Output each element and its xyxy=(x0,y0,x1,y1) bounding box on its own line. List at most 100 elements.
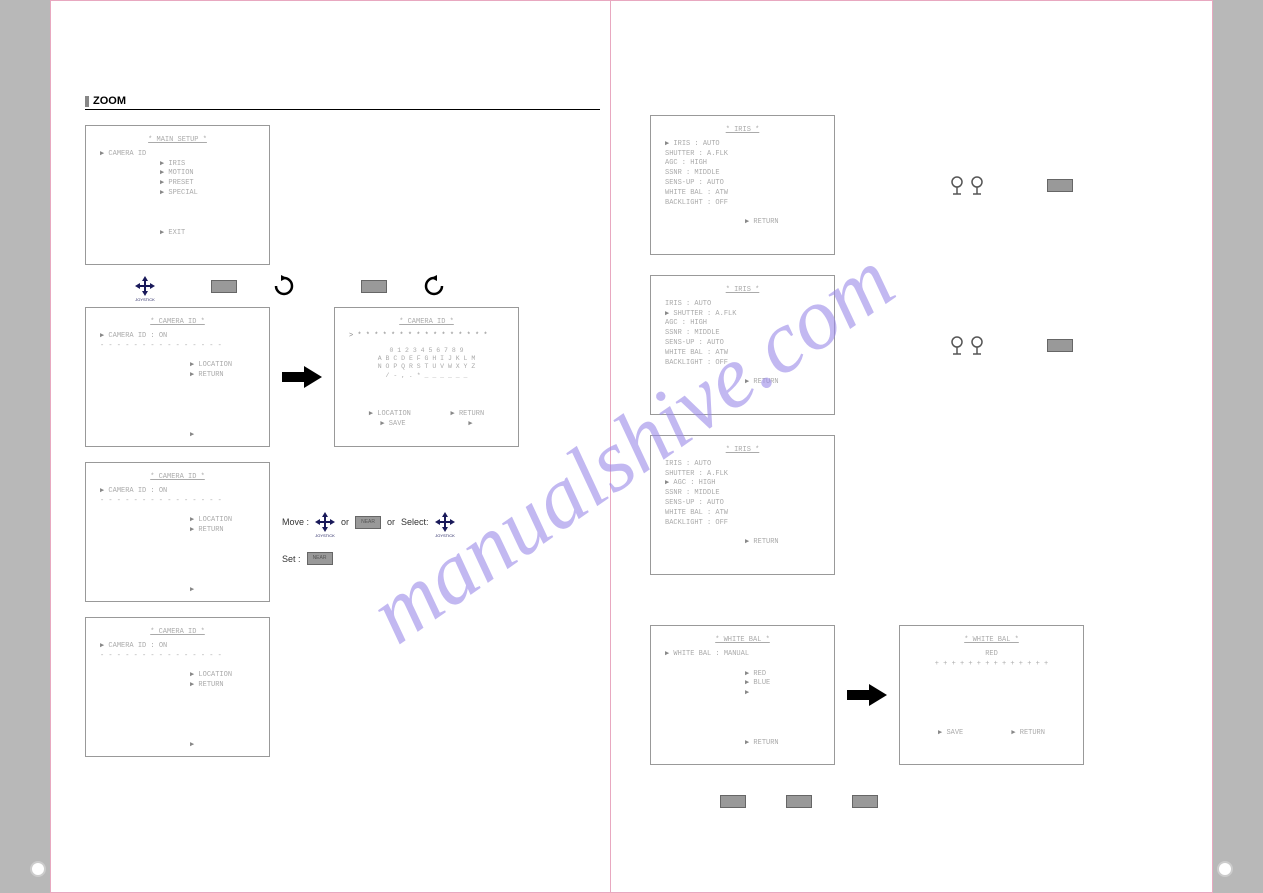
section-heading: ZOOM xyxy=(85,95,600,110)
menu-item: ▶ CAMERA ID : ON xyxy=(100,487,255,497)
joystick-icon: JOYSTICK xyxy=(435,512,455,532)
menu-item: ▶ BLUE xyxy=(665,679,820,689)
joystick-icon: JOYSTICK xyxy=(315,512,335,532)
left-page: ZOOM * MAIN SETUP * ▶ CAMERA ID ▶ IRIS ▶… xyxy=(50,0,610,893)
menu-item: WHITE BAL : ATW xyxy=(665,189,820,199)
menu-title: * CAMERA ID * xyxy=(100,628,255,638)
menu-item: - - - - - - - - - - - - - - - xyxy=(100,342,255,352)
menu-iris-1: * IRIS * ▶ IRIS : AUTO SHUTTER : A.FLK A… xyxy=(650,115,835,255)
menu-title: * CAMERA ID * xyxy=(100,318,255,328)
menu-item: SSNR : MIDDLE xyxy=(665,489,820,499)
gray-margin-right xyxy=(1213,0,1263,893)
menu-item: ▶ CAMERA ID : ON xyxy=(100,332,255,342)
menu-item: ▶ xyxy=(100,586,255,596)
binocular-icon xyxy=(947,172,987,198)
menu-item: ▶ LOCATION xyxy=(100,361,255,371)
near-button: NEAR xyxy=(355,516,381,529)
menu-item: RED xyxy=(914,650,1069,660)
corner-circle-bl xyxy=(30,861,46,877)
menu-item: WHITE BAL : ATW xyxy=(665,509,820,519)
arrow-right-icon xyxy=(282,366,322,388)
menu-camera-id-3: * CAMERA ID * ▶ CAMERA ID : ON - - - - -… xyxy=(85,462,270,602)
menu-item: BACKLIGHT : OFF xyxy=(665,359,820,369)
instr-move-select: Move : JOYSTICK or NEAR or Select: JOYST… xyxy=(282,512,455,532)
corner-circle-br xyxy=(1217,861,1233,877)
menu-title: * MAIN SETUP * xyxy=(100,136,255,146)
bottom-buttons xyxy=(720,795,1145,808)
menu-item: ▶ xyxy=(665,689,820,699)
menu-char-grid: * CAMERA ID * > * * * * * * * * * * * * … xyxy=(334,307,519,447)
menu-camera-id: * CAMERA ID * ▶ CAMERA ID : ON - - - - -… xyxy=(85,307,270,447)
menu-item: BACKLIGHT : OFF xyxy=(665,199,820,209)
char-sub: > * * * * * * * * * * * * * * * * xyxy=(349,332,504,342)
menu-item: ▶ RETURN xyxy=(100,371,255,381)
menu-title: * CAMERA ID * xyxy=(349,318,504,328)
menu-item: ▶ RED xyxy=(665,670,820,680)
instr-set: Set : NEAR xyxy=(282,552,455,565)
row-iris-2: * IRIS * IRIS : AUTO ▶ SHUTTER : A.FLK A… xyxy=(650,275,1145,415)
menu-item: ▶ MOTION xyxy=(100,169,255,179)
near-button xyxy=(361,280,387,293)
menu-title: * IRIS * xyxy=(665,126,820,136)
menu-item: - - - - - - - - - - - - - - - xyxy=(100,652,255,662)
menu-item: SHUTTER : A.FLK xyxy=(665,470,820,480)
instr-right-2 xyxy=(947,332,1073,358)
page-divider xyxy=(610,0,611,893)
menu-title: * IRIS * xyxy=(665,446,820,456)
heading-text: ZOOM xyxy=(93,95,126,107)
menu-item: - - - - - - - - - - - - - - - xyxy=(100,497,255,507)
menu-item: ▶ RETURN xyxy=(665,218,820,228)
menu-item: SHUTTER : A.FLK xyxy=(665,150,820,160)
menu-item: ▶ EXIT xyxy=(100,229,255,239)
menu-item: WHITE BAL : ATW xyxy=(665,349,820,359)
menu-item: ▶ RETURN xyxy=(100,526,255,536)
joystick-instruction-row: JOYSTICK xyxy=(135,275,580,297)
instr-right-1 xyxy=(947,172,1073,198)
menu-title: * IRIS * xyxy=(665,286,820,296)
menu-item: ▶ RETURN xyxy=(665,739,820,749)
svg-text:JOYSTICK: JOYSTICK xyxy=(435,533,455,538)
menu-item: ▶ SHUTTER : A.FLK xyxy=(665,310,820,320)
row-whitebal: * WHITE BAL * ▶ WHITE BAL : MANUAL ▶ RED… xyxy=(650,625,1145,765)
label-or: or xyxy=(387,517,395,527)
button-3 xyxy=(852,795,878,808)
menu-item: ▶ RETURN xyxy=(100,681,255,691)
menu-row-3: * CAMERA ID * ▶ CAMERA ID : ON - - - - -… xyxy=(85,462,580,602)
menu-item: ▶ LOCATION xyxy=(100,671,255,681)
svg-text:JOYSTICK: JOYSTICK xyxy=(315,533,335,538)
char-footer: ▶ LOCATION ▶ RETURN xyxy=(349,410,504,420)
menu-main-setup: * MAIN SETUP * ▶ CAMERA ID ▶ IRIS ▶ MOTI… xyxy=(85,125,270,265)
button-2 xyxy=(786,795,812,808)
menu-item: ▶ RETURN xyxy=(665,378,820,388)
near-button: NEAR xyxy=(307,552,333,565)
menu-item: ▶ AGC : HIGH xyxy=(665,479,820,489)
menu-item: SENS-UP : AUTO xyxy=(665,179,820,189)
near-button xyxy=(1047,179,1073,192)
menu-item: SENS-UP : AUTO xyxy=(665,339,820,349)
gray-margin-left xyxy=(0,0,50,893)
rotate-cw-icon xyxy=(273,275,295,297)
right-page: * IRIS * ▶ IRIS : AUTO SHUTTER : A.FLK A… xyxy=(615,0,1175,893)
menu-row-camera-id: * CAMERA ID * ▶ CAMERA ID : ON - - - - -… xyxy=(85,307,580,447)
label-or: or xyxy=(341,517,349,527)
menu-item: ▶ PRESET xyxy=(100,179,255,189)
menu-whitebal-b: * WHITE BAL * RED + + + + + + + + + + + … xyxy=(899,625,1084,765)
menu-item: AGC : HIGH xyxy=(665,319,820,329)
menu-item: ▶ xyxy=(100,431,255,441)
menu-iris-3: * IRIS * IRIS : AUTO SHUTTER : A.FLK ▶ A… xyxy=(650,435,835,575)
button-1 xyxy=(720,795,746,808)
near-button xyxy=(211,280,237,293)
menu-item: IRIS : AUTO xyxy=(665,460,820,470)
menu-title: * WHITE BAL * xyxy=(914,636,1069,646)
menu-whitebal-a: * WHITE BAL * ▶ WHITE BAL : MANUAL ▶ RED… xyxy=(650,625,835,765)
label-set: Set : xyxy=(282,554,301,564)
menu-item: ▶ SPECIAL xyxy=(100,189,255,199)
menu-item: ▶ xyxy=(100,741,255,751)
menu-item: ▶ IRIS xyxy=(100,160,255,170)
menu-item: ▶ IRIS : AUTO xyxy=(665,140,820,150)
arrow-right-icon xyxy=(847,684,887,706)
label-move: Move : xyxy=(282,517,309,527)
menu-iris-2: * IRIS * IRIS : AUTO ▶ SHUTTER : A.FLK A… xyxy=(650,275,835,415)
svg-text:JOYSTICK: JOYSTICK xyxy=(135,297,155,302)
menu-item: ▶ WHITE BAL : MANUAL xyxy=(665,650,820,660)
